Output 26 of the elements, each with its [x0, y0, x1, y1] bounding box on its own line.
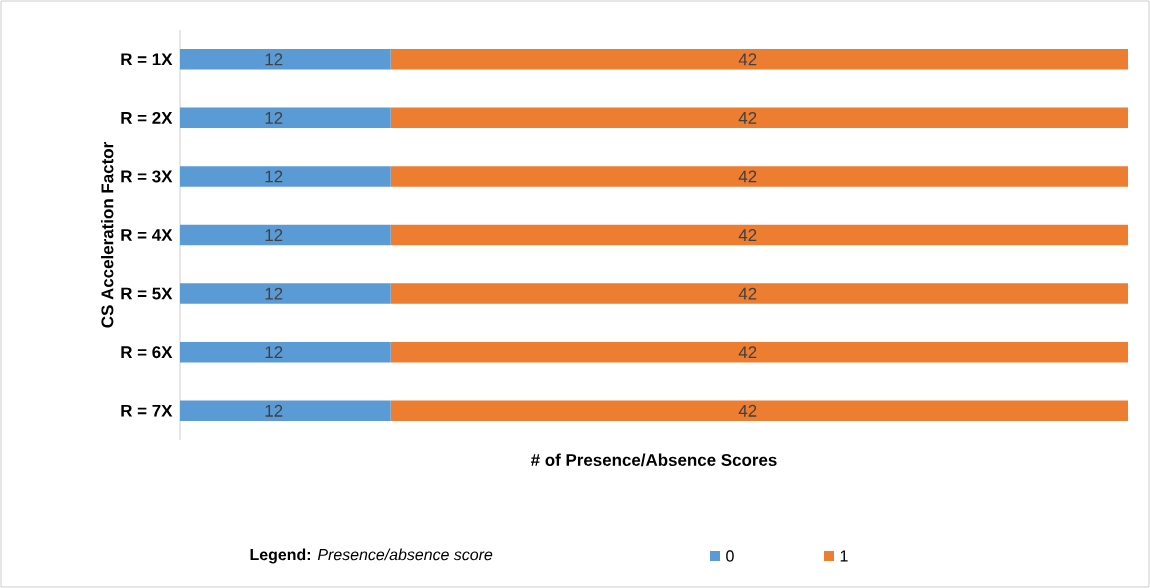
data-label: 12: [265, 111, 283, 124]
y-tick-label: R = 4X: [121, 229, 173, 241]
legend-label: 0: [726, 550, 734, 562]
y-tick-label: R = 6X: [121, 346, 173, 359]
data-label: 12: [265, 287, 283, 300]
legend-title: Legend: Presence/absence score: [250, 548, 493, 564]
data-label: 12: [265, 346, 283, 359]
data-label: 42: [738, 111, 757, 124]
y-tick-label: R = 5X: [121, 287, 173, 300]
data-label: 42: [738, 53, 757, 66]
y-axis-title: CS Acceleration Factor: [100, 142, 114, 328]
x-axis-title: # of Presence/Absence Scores: [530, 453, 777, 467]
legend-label: 1: [840, 550, 848, 562]
y-tick-label: R = 3X: [121, 170, 173, 183]
data-label: 12: [265, 404, 283, 417]
data-label: 42: [738, 229, 757, 241]
y-tick-label: R = 2X: [121, 111, 173, 124]
data-label: 12: [265, 53, 283, 66]
y-tick-label: R = 7X: [121, 404, 173, 417]
data-label: 42: [738, 346, 757, 359]
data-label: 42: [738, 404, 757, 417]
data-label: 12: [265, 229, 283, 241]
data-label: 42: [738, 287, 757, 300]
y-tick-label: R = 1X: [121, 53, 173, 66]
data-label: 42: [738, 170, 757, 183]
data-label: 12: [265, 170, 283, 183]
